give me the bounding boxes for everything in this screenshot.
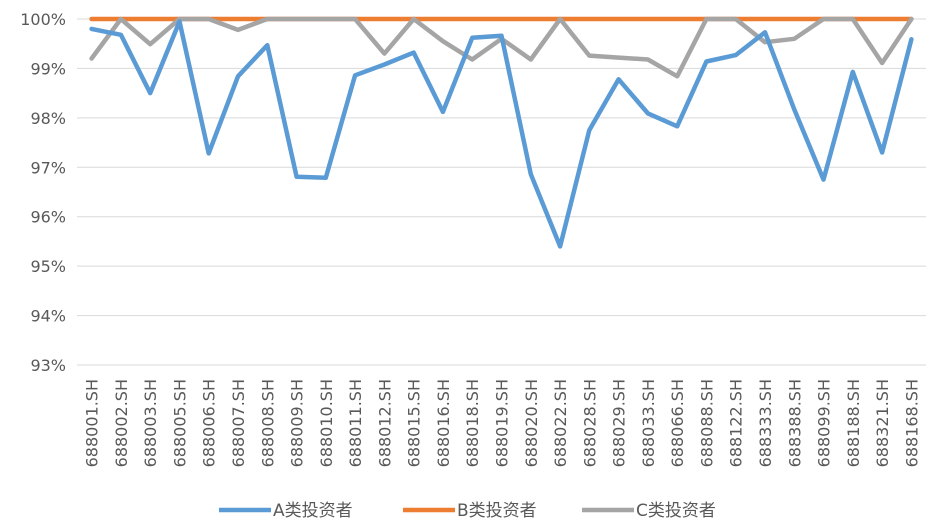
x-tick-label: 688001.SH (83, 379, 102, 467)
series-lines (89, 16, 914, 249)
x-tick-label: 688002.SH (112, 379, 131, 467)
x-axis-tick-labels: 688001.SH 688002.SH 688003.SH 688005.SH 6880… (83, 379, 922, 467)
y-tick-label: 99% (30, 59, 66, 78)
y-tick-label: 93% (30, 356, 66, 375)
y-tick-label: 100% (20, 10, 66, 29)
legend: A类投资者 B类投资者 C类投资者 (219, 501, 716, 521)
x-tick-label: 688019.SH (493, 379, 512, 467)
x-tick-label: 688015.SH (405, 379, 424, 467)
x-tick-label: 688029.SH (610, 379, 629, 467)
series-line-c (89, 16, 914, 79)
x-tick-label: 688011.SH (346, 379, 365, 467)
x-tick-label: 688018.SH (463, 379, 482, 467)
x-tick-label: 688010.SH (317, 379, 336, 467)
x-tick-label: 688012.SH (375, 379, 394, 467)
gridlines (77, 18, 926, 366)
x-tick-label: 688188.SH (844, 379, 863, 467)
legend-label: A类投资者 (273, 501, 353, 521)
legend-label: C类投资者 (636, 501, 716, 521)
x-tick-label: 688321.SH (873, 379, 892, 467)
x-tick-label: 688007.SH (229, 379, 248, 467)
x-tick-label: 688006.SH (200, 379, 219, 467)
y-tick-label: 96% (30, 208, 66, 227)
x-tick-label: 688028.SH (580, 379, 599, 467)
x-tick-label: 688020.SH (522, 379, 541, 467)
x-tick-label: 688066.SH (668, 379, 687, 467)
x-tick-label: 688099.SH (815, 379, 834, 467)
x-tick-label: 688168.SH (902, 379, 921, 467)
x-tick-label: 688122.SH (727, 379, 746, 467)
x-tick-label: 688008.SH (258, 379, 277, 467)
y-tick-label: 97% (30, 158, 66, 177)
x-tick-label: 688333.SH (756, 379, 775, 467)
x-tick-label: 688005.SH (170, 379, 189, 467)
series-line-a (89, 19, 914, 249)
y-tick-label: 98% (30, 109, 66, 128)
x-tick-label: 688388.SH (785, 379, 804, 467)
x-tick-label: 688088.SH (697, 379, 716, 467)
x-tick-label: 688016.SH (434, 379, 453, 467)
x-tick-label: 688003.SH (141, 379, 160, 467)
y-tick-label: 95% (30, 257, 66, 276)
legend-label: B类投资者 (457, 501, 537, 521)
x-tick-label: 688022.SH (551, 379, 570, 467)
y-axis-tick-labels: 93% 94% 95% 96% 97% 98% 99% 100% (20, 10, 66, 375)
x-tick-label: 688009.SH (288, 379, 307, 467)
y-tick-label: 94% (30, 307, 66, 326)
x-tick-label: 688033.SH (639, 379, 658, 467)
